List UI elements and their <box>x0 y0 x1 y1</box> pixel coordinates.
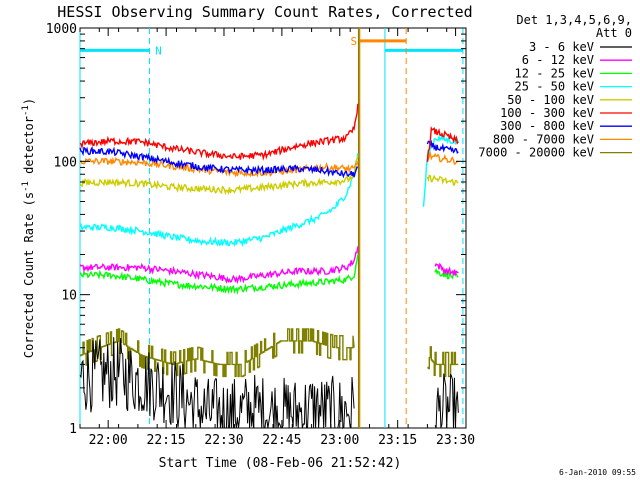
x-axis-label: Start Time (08-Feb-06 21:52:42) <box>159 456 402 471</box>
y-label-end: ) <box>22 98 36 105</box>
y-tick-label-1: 10 <box>61 289 77 304</box>
series-line-0-seg-1 <box>434 373 459 429</box>
footer-timestamp: 6-Jan-2010 09:55 <box>559 468 636 477</box>
series-line-5-seg-1 <box>426 125 459 162</box>
y-label-main: Corrected Count Rate (s <box>22 192 36 358</box>
legend-header-2: Att 0 <box>596 26 632 40</box>
series-line-5-seg-0 <box>79 103 359 161</box>
legend-label-3: 25 - 50 keV <box>515 80 594 94</box>
series-line-7-seg-1 <box>426 151 459 165</box>
series-line-8-seg-1 <box>427 346 459 378</box>
series-7000-20000keV <box>80 328 459 378</box>
y-tick-label-3: 1000 <box>46 22 77 37</box>
legend-label-7: 800 - 7000 keV <box>493 132 594 146</box>
chart-title: HESSI Observing Summary Count Rates, Cor… <box>57 3 472 21</box>
annotations: NS <box>79 28 464 428</box>
legend-label-8: 7000 - 20000 keV <box>478 146 594 160</box>
band-label-0: N <box>155 44 162 57</box>
legend-label-4: 50 - 100 keV <box>507 93 594 107</box>
series-300-800keV <box>79 139 459 179</box>
series-line-7-seg-0 <box>79 156 359 178</box>
x-tick-label-4: 23:00 <box>320 433 359 448</box>
series-50-100keV <box>79 155 459 196</box>
series-line-3-seg-0 <box>79 153 359 248</box>
y-label-sup2: -1 <box>21 105 31 116</box>
series-100-300keV <box>79 103 459 162</box>
legend-label-6: 300 - 800 keV <box>500 119 594 133</box>
series-line-1-seg-1 <box>434 262 459 278</box>
legend-label-5: 100 - 300 keV <box>500 106 594 120</box>
x-tick-label-0: 22:00 <box>89 433 128 448</box>
series-line-6-seg-0 <box>79 145 359 179</box>
y-tick-label-0: 1 <box>69 422 77 437</box>
legend-label-2: 12 - 25 keV <box>515 66 594 80</box>
x-tick-label-2: 22:30 <box>204 433 243 448</box>
series-6-12keV <box>79 246 459 285</box>
x-tick-label-5: 23:15 <box>378 433 417 448</box>
series-line-0-seg-0 <box>79 337 355 430</box>
series-line-6-seg-1 <box>426 139 459 155</box>
x-tick-label-1: 22:15 <box>147 433 186 448</box>
legend-label-1: 6 - 12 keV <box>522 53 594 67</box>
y-axis-label: Corrected Count Rate (s-1 detector-1) <box>21 98 36 358</box>
x-tick-label-6: 23:30 <box>436 433 475 448</box>
series-line-4-seg-0 <box>79 155 359 196</box>
legend-header-1: Det 1,3,4,5,6,9, <box>516 13 632 27</box>
y-tick-label-2: 100 <box>54 155 77 170</box>
y-label-sup1: -1 <box>21 181 31 192</box>
legend-label-0: 3 - 6 keV <box>529 40 594 54</box>
series-layer <box>79 103 459 430</box>
y-label-mid: detector <box>22 116 36 181</box>
series-line-2-seg-0 <box>79 254 359 295</box>
series-line-4-seg-1 <box>426 174 459 187</box>
axes: 22:00 22:15 22:30 22:45 23:00 23:15 23:30 1 10 10… <box>46 22 475 448</box>
series-line-1-seg-0 <box>79 246 359 285</box>
x-tick-label-3: 22:45 <box>262 433 301 448</box>
series-3-6keV <box>79 337 459 430</box>
series-line-8-seg-0 <box>80 328 355 378</box>
band-label-2: S <box>351 35 358 48</box>
